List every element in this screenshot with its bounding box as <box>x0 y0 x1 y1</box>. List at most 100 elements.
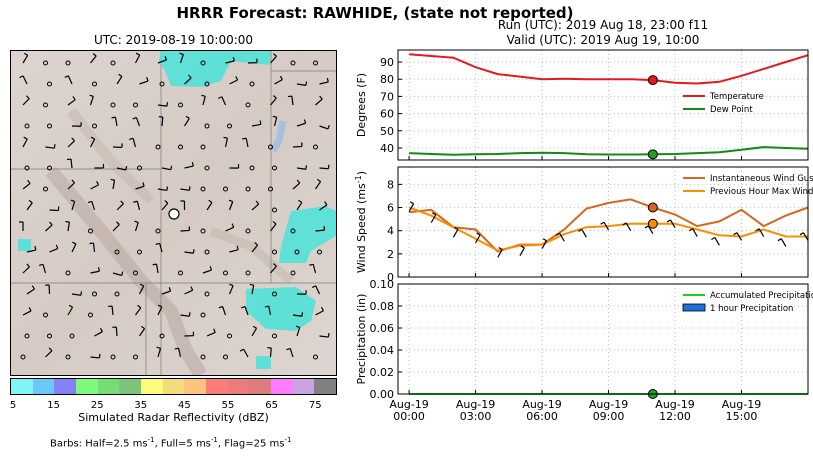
wind-barb-flag <box>622 222 627 226</box>
wind-barb-flag <box>279 75 283 80</box>
calm-wind-marker <box>204 249 210 255</box>
series-line <box>408 206 808 252</box>
valid-time-marker <box>647 75 658 86</box>
series-line <box>409 146 809 156</box>
wind-barb-flag <box>70 199 75 202</box>
wind-barb <box>67 99 76 106</box>
wind-barb-flag <box>90 136 95 140</box>
calm-wind-marker <box>43 186 48 192</box>
calm-wind-marker <box>223 354 228 360</box>
wind-barb-flag <box>99 327 103 332</box>
wind-barb <box>67 140 75 148</box>
x-tick-label: Aug-19 <box>456 398 495 411</box>
chart-panel: 0 2 4 6 8 Wind Speed (ms-1) Instantaneous Wind… <box>354 166 813 284</box>
wind-barbs <box>19 52 330 360</box>
calm-wind-marker <box>43 102 48 108</box>
legend-label: 1 hour Precipitation <box>710 304 793 314</box>
wind-barb <box>89 138 96 148</box>
wind-barb <box>159 243 163 253</box>
calm-wind-marker <box>200 312 206 318</box>
wind-barb <box>116 167 126 171</box>
wind-barb-flag <box>259 120 262 125</box>
calm-wind-marker <box>290 270 296 276</box>
wind-barb-flag <box>110 178 115 181</box>
wind-barb-flag <box>89 94 94 98</box>
wind-barb <box>157 306 163 316</box>
wind-barb <box>245 138 249 148</box>
wind-barb-flag <box>185 115 190 119</box>
calm-wind-marker <box>204 165 210 171</box>
calm-wind-marker <box>227 123 232 129</box>
wind-barb <box>268 306 272 316</box>
wind-barb <box>67 306 74 316</box>
wind-barb-flag <box>118 73 123 77</box>
wind-barb-flag <box>96 181 100 186</box>
wind-barb <box>292 145 303 148</box>
radar-echo <box>246 287 316 331</box>
mountain-ridge <box>67 107 155 205</box>
colorbar-tick-label: 5 <box>10 400 16 411</box>
calm-wind-marker <box>272 207 277 213</box>
wind-barb-flag <box>39 263 44 267</box>
wind-barb <box>157 348 162 358</box>
wind-barb-flag <box>129 137 134 140</box>
x-tick-label: 09:00 <box>593 410 625 423</box>
wind-barb-flag <box>125 165 128 171</box>
calm-wind-marker <box>47 123 52 129</box>
wind-barb <box>157 188 167 192</box>
wind-barb-flag <box>188 74 192 79</box>
wind-barb-flag <box>55 244 59 249</box>
colorbar-swatch <box>119 379 142 394</box>
wind-barb <box>228 201 234 211</box>
wind-barb-flag <box>188 312 191 317</box>
wind-barb <box>497 249 503 258</box>
calm-wind-marker <box>204 123 210 129</box>
wind-barb-flag <box>26 263 30 268</box>
wind-barb <box>229 249 239 253</box>
wind-barb-flag <box>305 165 308 170</box>
wind-barb <box>225 226 234 232</box>
colorbar-swatch <box>227 379 250 394</box>
calm-wind-marker <box>245 228 251 234</box>
calm-wind-marker <box>200 354 206 360</box>
wind-barb <box>157 59 167 64</box>
colorbar-swatch <box>249 379 272 394</box>
barb-legend-note: Barbs: Half=2.5 ms-1, Full=5 ms-1, Flag=… <box>50 436 291 449</box>
wind-barb <box>90 184 99 190</box>
valid-time-marker <box>647 149 658 160</box>
radar-map[interactable] <box>10 50 337 376</box>
wind-barb <box>116 203 124 211</box>
wind-barb <box>71 293 81 296</box>
wind-barb <box>319 167 329 170</box>
wind-barb <box>289 348 294 358</box>
wind-barb-flag <box>264 305 269 308</box>
wind-barb <box>224 138 229 148</box>
wind-barb <box>45 224 53 232</box>
wind-barb <box>581 229 587 238</box>
y-tick-label: 60 <box>380 108 394 121</box>
wind-barb <box>111 305 114 316</box>
colorbar-tick-label: 45 <box>178 400 191 411</box>
calm-wind-marker <box>110 102 116 108</box>
valid-time-marker <box>647 202 658 213</box>
reflectivity-colorbar <box>10 378 337 395</box>
wind-barb-flag <box>152 263 157 266</box>
wind-barb-flag <box>174 347 179 350</box>
x-tick-label: 03:00 <box>460 410 492 423</box>
calm-wind-marker <box>24 333 30 339</box>
wind-barb-flag <box>301 312 304 317</box>
calm-wind-marker <box>155 144 161 150</box>
wind-barb-flag <box>68 304 73 308</box>
calm-wind-marker <box>204 291 210 297</box>
wind-barb <box>273 117 278 127</box>
calm-wind-marker <box>245 186 251 192</box>
wind-barb <box>42 264 47 274</box>
wind-barb <box>139 80 149 85</box>
wind-barb <box>161 167 171 171</box>
wind-barb-flag <box>179 52 184 56</box>
colorbar-label: Simulated Radar Reflectivity (dBZ) <box>78 411 269 424</box>
wind-barb-flag <box>34 246 37 251</box>
wind-barb <box>430 214 437 223</box>
wind-barb-flag <box>137 304 142 309</box>
wind-barb <box>183 118 190 127</box>
